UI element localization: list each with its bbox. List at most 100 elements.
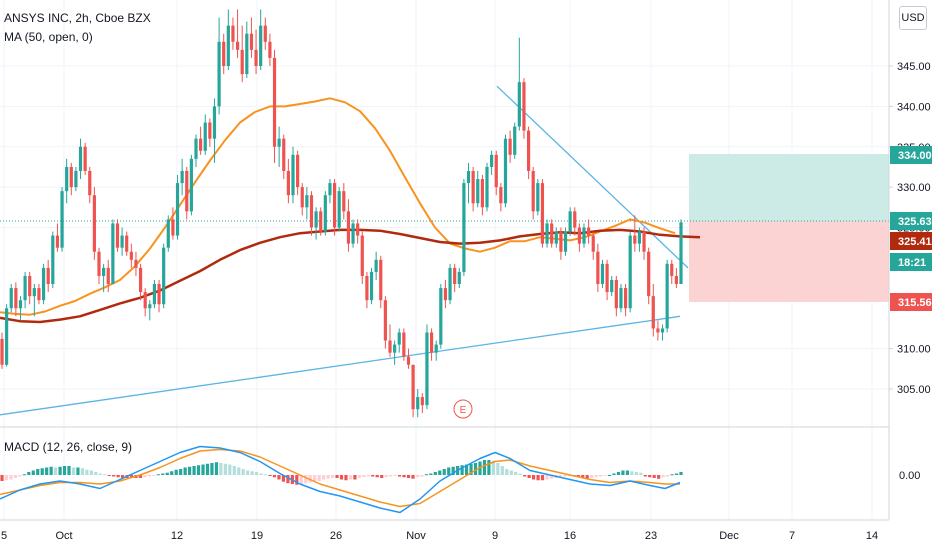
macd-histogram-bar	[58, 467, 61, 475]
macd-histogram-bar	[322, 475, 325, 480]
macd-histogram-bar	[367, 475, 370, 477]
macd-histogram-bar	[166, 473, 169, 475]
macd-histogram-bar	[483, 460, 486, 475]
macd-histogram-bar	[425, 474, 428, 475]
macd-histogram-bar	[14, 475, 17, 478]
ma-legend[interactable]: MA (50, open, 0)	[4, 30, 93, 44]
macd-histogram-bar	[90, 471, 93, 476]
candle-body	[462, 183, 465, 272]
time-tick-label: 7	[789, 530, 795, 542]
profit-zone[interactable]	[689, 154, 889, 221]
macd-histogram-bar	[188, 467, 191, 475]
candle-body	[157, 284, 160, 304]
macd-histogram-bar	[143, 475, 146, 477]
candle-body	[139, 268, 142, 292]
macd-histogram-bar	[268, 475, 271, 476]
candle-body	[33, 288, 36, 296]
candle-body	[222, 42, 225, 66]
macd-histogram-bar	[487, 460, 490, 475]
candle-body	[250, 34, 253, 50]
candle-body	[70, 167, 73, 187]
candle-body	[278, 139, 281, 147]
candle-body	[448, 268, 451, 300]
candle-body	[545, 223, 548, 243]
target-price-label: 334.00	[890, 146, 932, 164]
candle-body	[0, 339, 3, 365]
candle-body	[65, 167, 68, 191]
candle-body	[370, 272, 373, 300]
candle-body	[407, 357, 410, 365]
price-tick-label: 310.00	[897, 344, 931, 356]
candle-body	[194, 139, 197, 159]
candle-body	[338, 191, 341, 227]
candle-body	[120, 236, 123, 248]
macd-histogram-bar	[67, 466, 70, 475]
macd-histogram-bar	[331, 475, 334, 478]
trendline[interactable]	[0, 316, 680, 415]
candle-body	[259, 26, 262, 66]
macd-histogram-bar	[304, 475, 307, 483]
candle-body	[421, 397, 424, 405]
candle-body	[148, 304, 151, 308]
macd-histogram-bar	[670, 474, 673, 475]
macd-histogram-bar	[112, 475, 115, 477]
macd-histogram-bar	[545, 475, 548, 480]
macd-histogram-bar	[639, 473, 642, 475]
candle-body	[231, 26, 234, 42]
candle-body	[453, 268, 456, 284]
macd-histogram-bar	[603, 475, 606, 476]
macd-histogram-bar	[45, 468, 48, 476]
macd-histogram-bar	[402, 475, 405, 477]
candle-body	[171, 219, 174, 235]
candle-body	[393, 345, 396, 353]
price-axis-bg	[889, 0, 932, 550]
macd-legend[interactable]: MACD (12, 26, close, 9)	[4, 440, 132, 454]
macd-histogram-bar	[416, 475, 419, 477]
macd-histogram-bar	[206, 464, 209, 475]
candle-body	[522, 82, 525, 130]
currency-button[interactable]: USD	[899, 6, 927, 30]
last-price-label: 325.63	[890, 212, 932, 230]
macd-histogram-bar	[233, 466, 236, 475]
candle-body	[365, 276, 368, 300]
symbol-legend[interactable]: ANSYS INC, 2h, Cboe BZX	[4, 11, 151, 25]
time-axis[interactable]: 5 Oct 12 19 26 Nov 9 16 23 Dec 7 14	[1, 530, 878, 542]
candle-body	[490, 155, 493, 167]
candle-body	[134, 260, 137, 268]
bar-countdown-label: 18:21	[890, 253, 932, 271]
time-tick-label: 19	[251, 530, 263, 542]
candle-body	[601, 264, 604, 284]
macd-histogram-bar	[407, 475, 410, 478]
macd-histogram-bar	[246, 471, 249, 476]
macd-histogram-bar	[662, 475, 665, 477]
candle-body	[559, 232, 562, 252]
macd-histogram-bar	[27, 472, 30, 475]
candle-body	[472, 171, 475, 203]
loss-zone[interactable]	[689, 221, 889, 302]
candle-body	[642, 232, 645, 252]
candle-body	[596, 252, 599, 284]
candle-body	[605, 264, 608, 292]
macd-histogram-bar	[184, 468, 187, 476]
candle-body	[356, 223, 359, 235]
candle-body	[328, 183, 331, 195]
candle-body	[541, 183, 544, 244]
macd-histogram-bar	[679, 472, 682, 475]
candle-body	[102, 268, 105, 276]
macd-histogram-bar	[532, 475, 535, 480]
candle-body	[93, 195, 96, 252]
macd-histogram-bar	[443, 469, 446, 475]
candle-body	[425, 332, 428, 405]
macd-histogram-bar	[237, 468, 240, 476]
candle-body	[208, 123, 211, 139]
macd-histogram-bar	[72, 468, 75, 476]
trendlines[interactable]	[0, 86, 688, 415]
candle-body	[564, 232, 567, 252]
time-tick-label: 23	[645, 530, 657, 542]
macd-histogram-bar	[264, 474, 267, 475]
candle-body	[176, 183, 179, 235]
candle-body	[167, 219, 170, 247]
candle-body	[273, 58, 276, 147]
macd-histogram-bar	[523, 475, 526, 477]
